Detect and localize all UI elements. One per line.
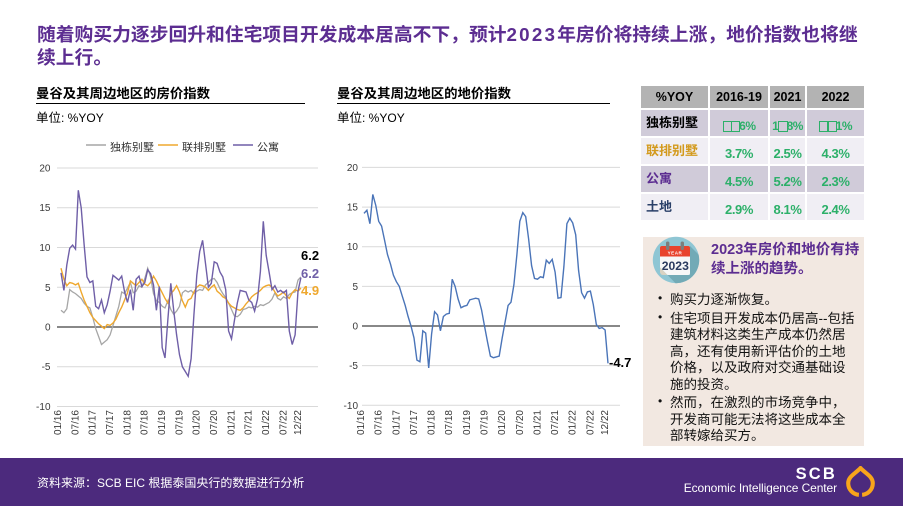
svg-text:01/17: 01/17 (391, 410, 402, 435)
svg-text:07/16: 07/16 (70, 410, 81, 435)
svg-text:0: 0 (352, 322, 358, 333)
svg-text:-10: -10 (344, 401, 359, 412)
svg-text:-10: -10 (36, 402, 51, 413)
svg-text:01/16: 01/16 (53, 410, 64, 435)
svg-text:07/21: 07/21 (550, 410, 561, 435)
svg-text:01/16: 01/16 (356, 410, 367, 435)
svg-text:07/20: 07/20 (209, 410, 220, 435)
svg-text:20: 20 (347, 163, 359, 174)
svg-text:07/16: 07/16 (374, 410, 385, 435)
svg-text:15: 15 (39, 203, 51, 214)
svg-text:07/22: 07/22 (585, 410, 596, 435)
svg-text:YEAR: YEAR (668, 251, 683, 256)
svg-text:2023: 2023 (662, 259, 689, 273)
svg-text:5: 5 (352, 282, 358, 293)
svg-text:10: 10 (39, 243, 51, 254)
svg-text:01/22: 01/22 (568, 410, 579, 435)
svg-text:01/18: 01/18 (122, 410, 133, 435)
svg-text:07/22: 07/22 (278, 410, 289, 435)
svg-text:07/18: 07/18 (444, 410, 455, 435)
svg-text:01/19: 01/19 (462, 410, 473, 435)
svg-text:07/19: 07/19 (480, 410, 491, 435)
svg-text:01/19: 01/19 (157, 410, 168, 435)
svg-text:01/20: 01/20 (192, 410, 203, 435)
svg-text:07/21: 07/21 (244, 410, 255, 435)
svg-text:07/17: 07/17 (409, 410, 420, 435)
svg-text:07/19: 07/19 (174, 410, 185, 435)
svg-text:12/22: 12/22 (293, 410, 304, 435)
svg-text:01/18: 01/18 (427, 410, 438, 435)
svg-text:20: 20 (39, 164, 51, 175)
svg-text:15: 15 (347, 203, 359, 214)
svg-text:-5: -5 (349, 361, 358, 372)
svg-text:-5: -5 (42, 362, 51, 373)
svg-text:12/22: 12/22 (600, 410, 611, 435)
svg-text:10: 10 (347, 242, 359, 253)
svg-text:07/20: 07/20 (515, 410, 526, 435)
svg-text:0: 0 (45, 323, 51, 334)
svg-text:01/17: 01/17 (88, 410, 99, 435)
svg-text:07/18: 07/18 (140, 410, 151, 435)
svg-text:07/17: 07/17 (105, 410, 116, 435)
svg-text:01/21: 01/21 (532, 410, 543, 435)
svg-text:01/22: 01/22 (261, 410, 272, 435)
svg-text:5: 5 (45, 283, 51, 294)
svg-text:01/20: 01/20 (497, 410, 508, 435)
svg-text:01/21: 01/21 (226, 410, 237, 435)
